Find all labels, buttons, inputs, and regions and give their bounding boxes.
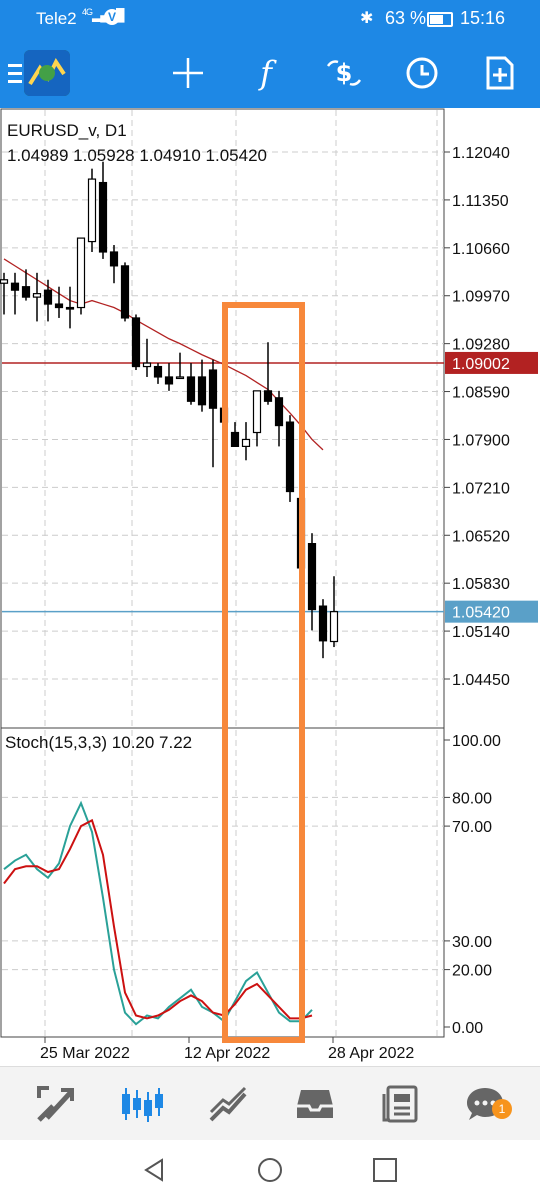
stoch-axis-label: 70.00 [452, 819, 492, 836]
candle-body [87, 178, 97, 243]
candle-body [318, 605, 328, 642]
messages-badge: 1 [492, 1099, 512, 1119]
trade-nav-icon[interactable] [183, 1067, 273, 1141]
bluetooth-icon: ✱ [360, 10, 374, 27]
clock-time: 15:16 [460, 8, 506, 28]
candle-body [142, 362, 152, 368]
level-line-tag [445, 351, 538, 374]
horizontal-level-line[interactable]: 1.09002 [2, 351, 538, 374]
stoch-axis-label: 20.00 [452, 963, 492, 980]
candle-body [307, 543, 317, 611]
candle-body [241, 438, 251, 447]
candle-body [0, 279, 9, 284]
chart-icon[interactable] [97, 1067, 187, 1141]
candle-body [131, 317, 141, 368]
price-axis: 1.12040 1.11350 1.10660 1.09970 1.09280 1.085… [444, 145, 510, 689]
candle-body [98, 181, 108, 253]
price-label: 1.09280 [452, 337, 510, 354]
recents-icon[interactable] [372, 1157, 398, 1188]
battery-percent: 63 % [385, 8, 427, 28]
news-icon[interactable] [356, 1067, 446, 1141]
candle-body [252, 390, 262, 434]
bid-price-tag [445, 600, 538, 623]
stoch-axis-label: 100.00 [452, 733, 501, 750]
candle-body [186, 376, 196, 402]
price-label: 1.05830 [452, 576, 510, 593]
app-logo-icon[interactable] [24, 50, 70, 96]
candle-body [21, 286, 31, 298]
menu-icon[interactable] [0, 38, 30, 108]
stoch-main-line [3, 800, 313, 1026]
price-label: 1.07210 [452, 480, 510, 497]
vpn-icon: V [104, 9, 120, 25]
new-document-icon[interactable] [470, 38, 530, 108]
system-navigation-bar [0, 1140, 540, 1200]
date-axis: 25 Mar 2022 12 Apr 2022 28 Apr 2022 [40, 1037, 414, 1062]
bottom-navigation: 1 [0, 1066, 540, 1141]
price-label: 1.09970 [452, 289, 510, 306]
candle-body [32, 293, 42, 298]
price-label: 1.06520 [452, 528, 510, 545]
candle-body [197, 376, 207, 406]
messages-icon[interactable]: 1 [440, 1067, 530, 1141]
highlight-rectangle [222, 302, 305, 1043]
candle-body [164, 376, 174, 385]
carrier-name: Tele2 [36, 9, 77, 28]
price-label: 1.08590 [452, 385, 510, 402]
candle-body [54, 303, 64, 309]
stoch-axis-label: 30.00 [452, 934, 492, 951]
date-label: 25 Mar 2022 [40, 1045, 130, 1062]
date-label: 12 Apr 2022 [184, 1045, 270, 1062]
candle-body [329, 611, 339, 643]
bid-line: 1.05420 [2, 600, 538, 623]
price-label: 1.05140 [452, 624, 510, 641]
quotes-icon[interactable] [10, 1067, 100, 1141]
candle-body [153, 365, 163, 378]
toolbar: f $ [0, 38, 540, 108]
ohlc-values: 1.04989 1.05928 1.04910 1.05420 [7, 146, 267, 165]
stoch-signal-line [3, 818, 313, 1020]
candle-body [10, 282, 20, 291]
battery-icon [427, 12, 453, 27]
status-bar: Tele2 4G▂▄▆█ V ✱ 63 % 15:16 [0, 0, 540, 38]
candle-body [274, 397, 284, 427]
candle-body [65, 306, 75, 310]
stoch-axis-label: 0.00 [452, 1020, 483, 1037]
stoch-axis: 100.00 80.00 70.00 30.00 20.00 0.00 [444, 733, 501, 1037]
history-icon[interactable] [270, 1067, 360, 1141]
candle-body [76, 237, 86, 309]
network-type: 4G [82, 7, 93, 17]
candle-body [109, 251, 119, 267]
candle-body [43, 289, 53, 305]
date-label: 28 Apr 2022 [328, 1045, 414, 1062]
price-label: 1.04450 [452, 672, 510, 689]
trade-icon[interactable]: $ [314, 38, 374, 108]
chart-canvas[interactable]: 1.12040 1.11350 1.10660 1.09970 1.09280 1.085… [0, 108, 540, 1065]
svg-text:$: $ [336, 59, 353, 87]
candle-body [263, 390, 273, 402]
price-label: 1.10660 [452, 241, 510, 258]
stoch-label: Stoch(15,3,3) 10.20 7.22 [5, 733, 193, 752]
chart-area[interactable]: 1.12040 1.11350 1.10660 1.09970 1.09280 1.085… [0, 108, 540, 1065]
candle-body [208, 369, 218, 409]
level-line-label: 1.09002 [452, 356, 510, 373]
home-icon[interactable] [256, 1156, 284, 1189]
candle-body [175, 376, 185, 380]
symbol-timeframe: EURUSD_v, D1 [7, 121, 127, 140]
indicator-f-icon[interactable]: f [260, 54, 272, 92]
candle-body [120, 265, 130, 319]
clock-icon[interactable] [392, 38, 452, 108]
price-label: 1.12040 [452, 145, 510, 162]
candle-body [230, 431, 240, 447]
candle-body [285, 421, 295, 493]
bid-price-label: 1.05420 [452, 605, 510, 622]
price-info: EURUSD_v, D1 1.04989 1.05928 1.04910 1.0… [7, 118, 267, 168]
stoch-axis-label: 80.00 [452, 790, 492, 807]
price-label: 1.07900 [452, 432, 510, 449]
back-icon[interactable] [140, 1156, 168, 1189]
price-label: 1.11350 [452, 193, 509, 210]
crosshair-icon[interactable] [158, 38, 218, 108]
stochastic-lines [3, 800, 313, 1026]
